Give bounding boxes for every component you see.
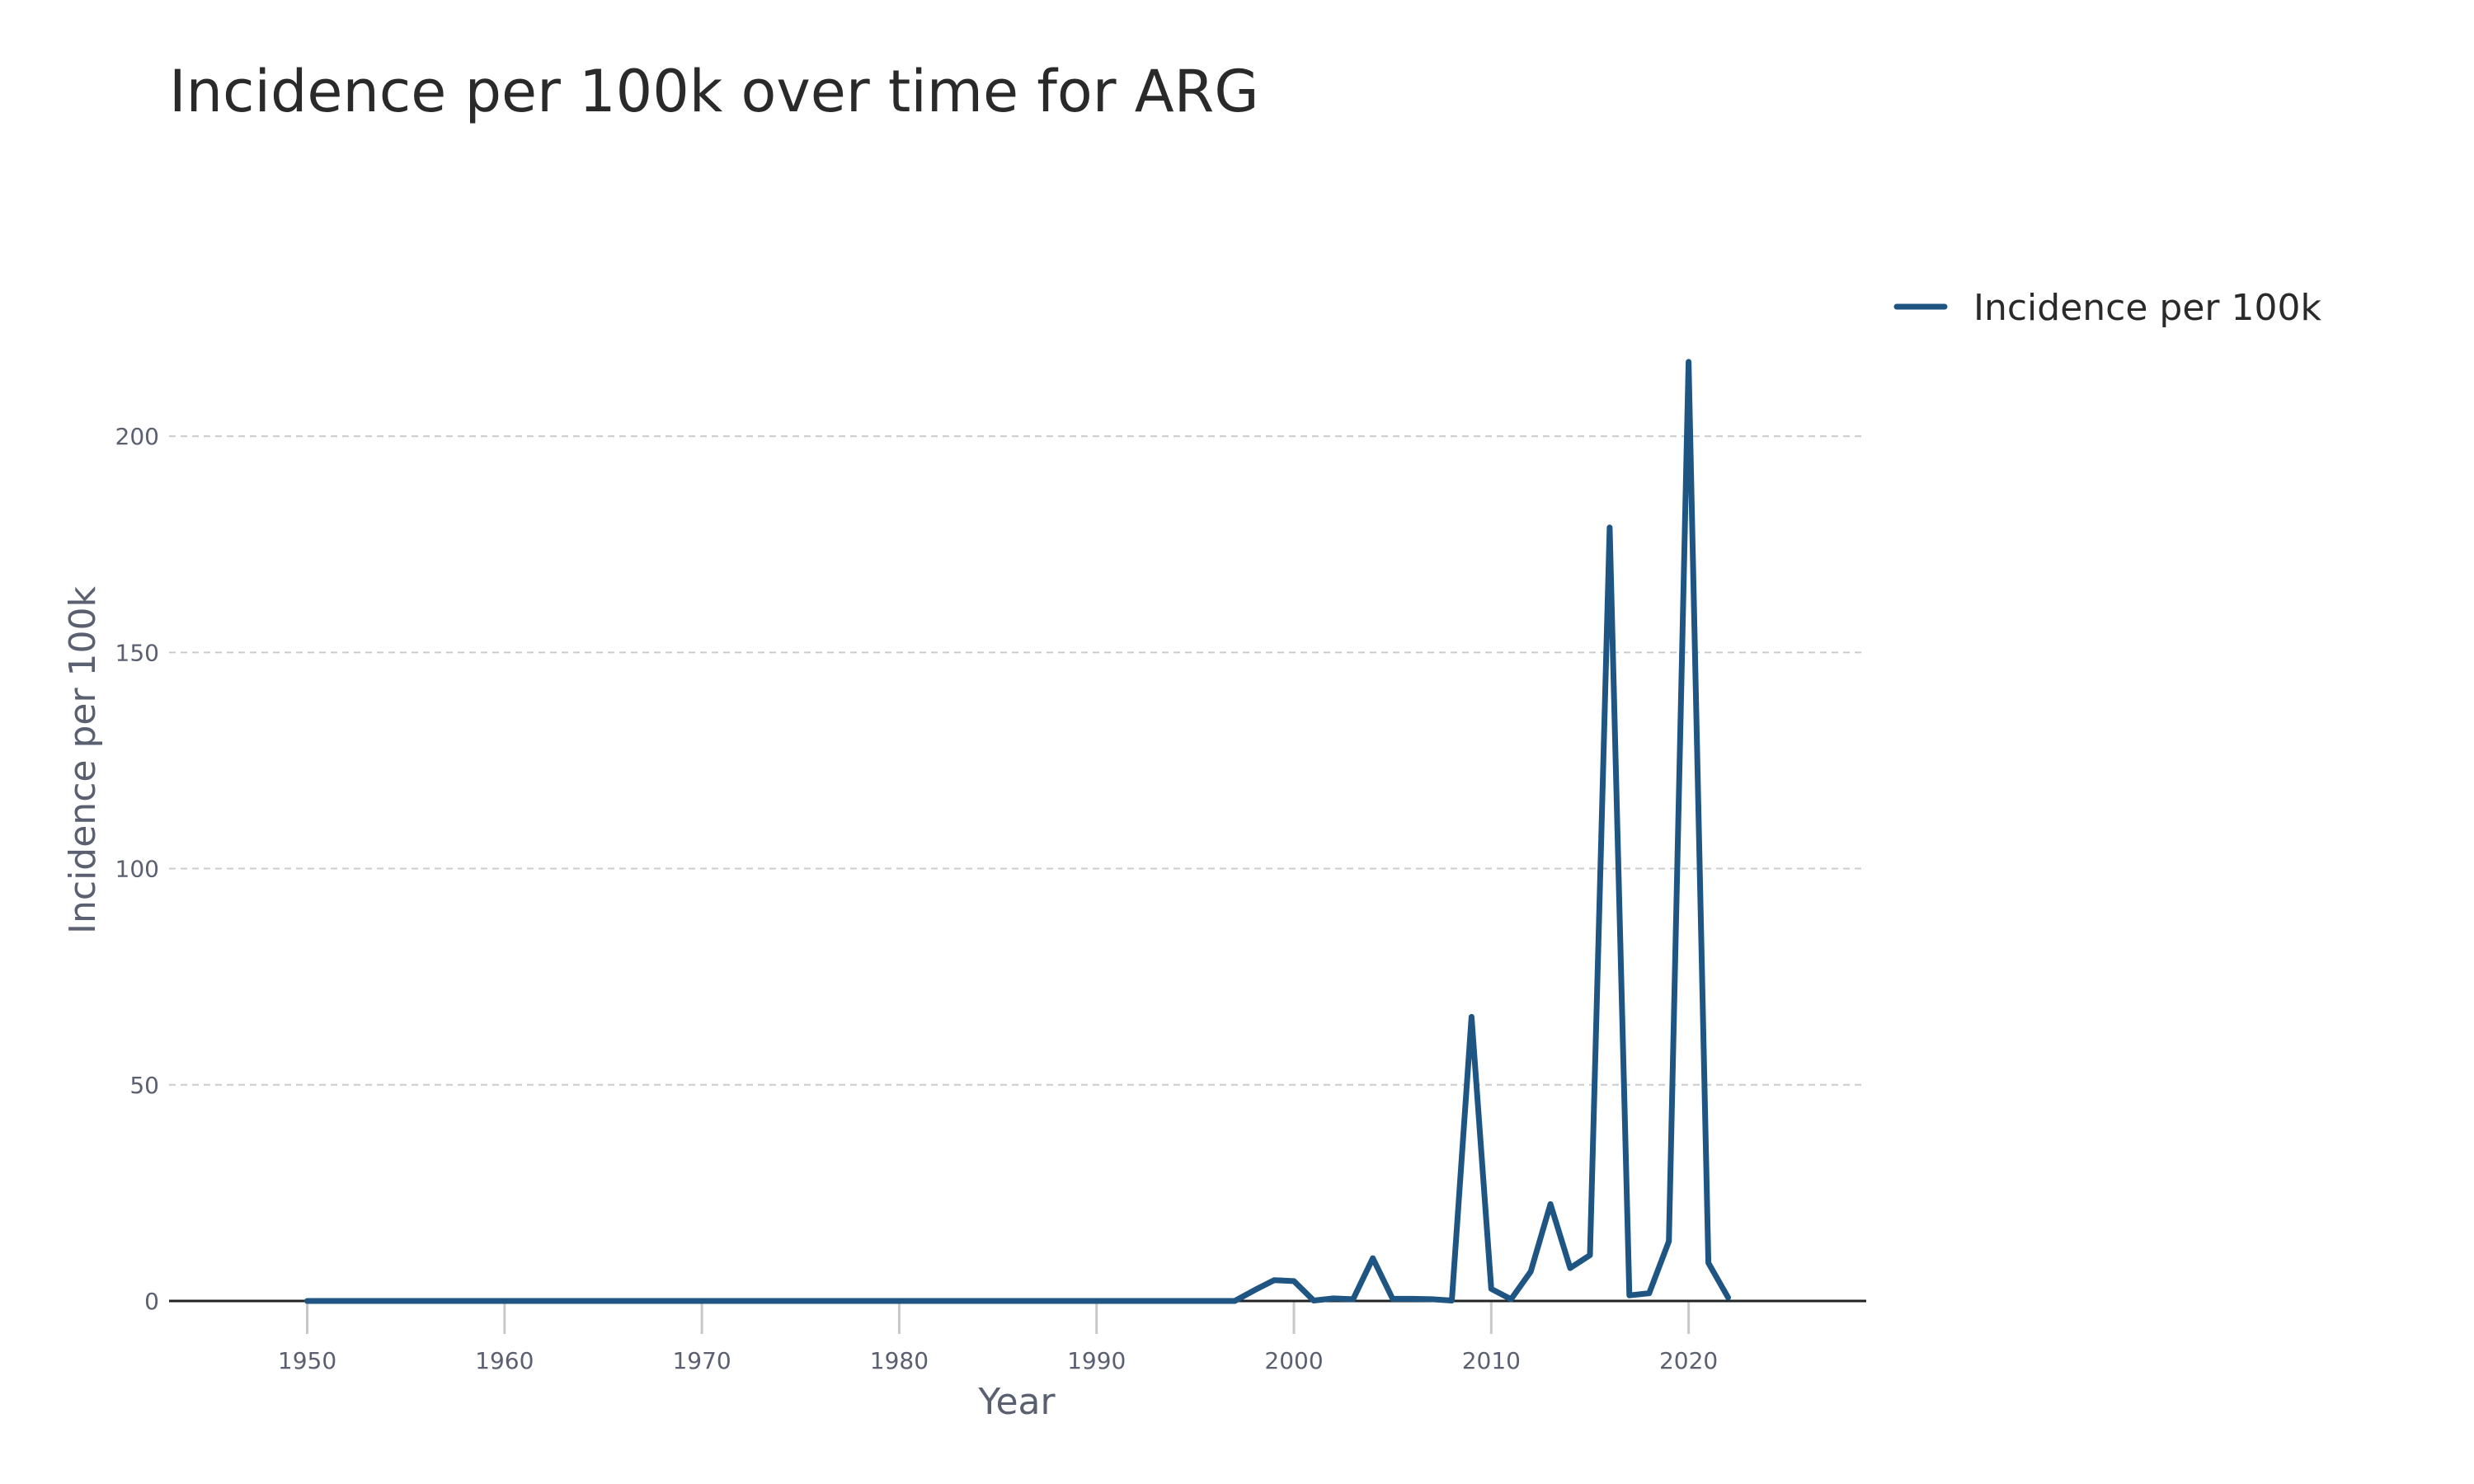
x-tick-label: 1950 <box>278 1347 336 1374</box>
y-tick-label: 200 <box>115 423 159 450</box>
legend-label: Incidence per 100k <box>1973 287 2321 329</box>
series-line-0 <box>304 359 1731 1304</box>
x-axis-title: Year <box>977 1381 1056 1423</box>
x-tick-label: 2020 <box>1659 1347 1718 1374</box>
x-tick-label: 1960 <box>475 1347 534 1374</box>
chart-title: Incidence per 100k over time for ARG <box>169 58 1259 125</box>
x-tick-label: 1970 <box>672 1347 731 1374</box>
y-axis-title: Incidence per 100k <box>62 586 104 934</box>
x-tick-label: 1990 <box>1067 1347 1126 1374</box>
x-tick-label: 1980 <box>870 1347 929 1374</box>
y-tick-label: 150 <box>115 639 159 666</box>
y-tick-label: 100 <box>115 856 159 883</box>
series-layer <box>304 359 1731 1304</box>
y-axis-ticks: 0 50 100 150 200 <box>115 423 159 1315</box>
y-tick-label: 50 <box>129 1072 159 1099</box>
y-tick-label: 0 <box>144 1288 159 1315</box>
x-tick-label: 2000 <box>1264 1347 1323 1374</box>
x-tick-label: 2010 <box>1462 1347 1521 1374</box>
legend[interactable]: Incidence per 100k <box>1893 287 2321 329</box>
gridlines <box>169 435 1866 1086</box>
x-axis-ticks: 1950 1960 1970 1980 1990 2000 2010 2020 <box>278 1301 1718 1374</box>
